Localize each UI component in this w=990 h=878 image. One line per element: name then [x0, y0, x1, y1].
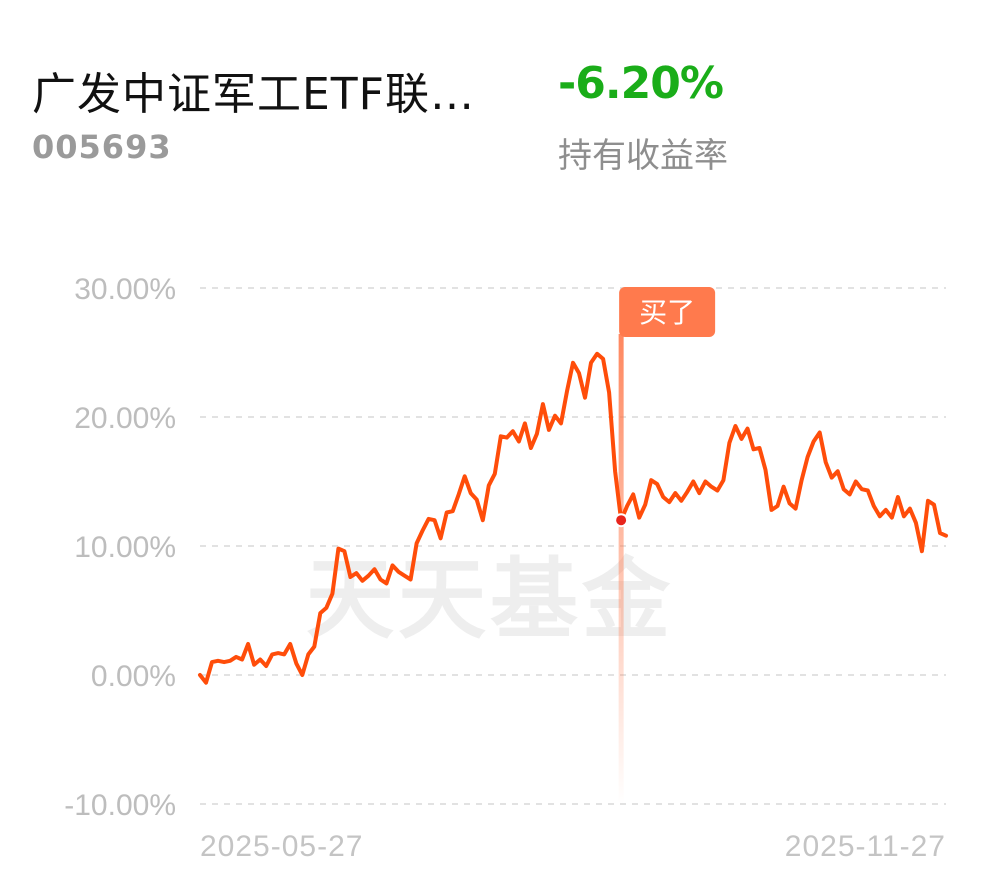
buy-point[interactable]	[614, 513, 629, 528]
y-tick-label: -10.00%	[64, 789, 176, 822]
y-tick-label: 0.00%	[91, 660, 176, 693]
buy-marker-label: 买了	[639, 296, 695, 329]
holding-return-label: 持有收益率	[558, 136, 728, 176]
holding-return-value: -6.20%	[558, 58, 724, 109]
buy-marker-label-box[interactable]	[619, 287, 716, 337]
x-axis-ticks: 2025-05-27 2025-11-27	[200, 830, 946, 863]
buy-marker[interactable]: 买了	[618, 287, 716, 804]
y-axis-ticks: 30.00% 20.00% 10.00% 0.00% -10.00%	[64, 273, 176, 822]
fund-name: 广发中证军工ETF联…	[32, 69, 475, 120]
y-tick-label: 20.00%	[74, 402, 176, 435]
x-tick-label: 2025-05-27	[200, 830, 363, 863]
series-line	[198, 351, 948, 685]
fund-code: 005693	[32, 128, 172, 166]
y-tick-label: 30.00%	[74, 273, 176, 306]
buy-marker-line	[618, 334, 624, 804]
watermark-logo: 天天基金	[306, 547, 674, 651]
grid-lines	[200, 287, 946, 805]
x-tick-label: 2025-11-27	[785, 830, 946, 863]
y-tick-label: 10.00%	[74, 531, 176, 564]
